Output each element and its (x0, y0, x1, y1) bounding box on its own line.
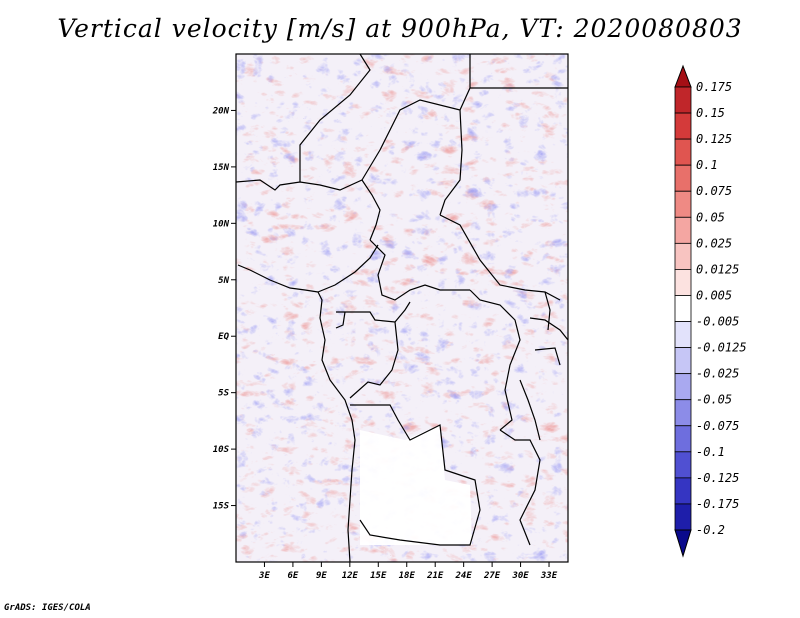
colorbar-segment (674, 503, 692, 531)
latitude-axis: 20N 15N 10N 5N EQ 5S 10S 15S (212, 106, 236, 512)
lon-tick-label: 27E (483, 571, 501, 581)
colorbar-label: 0.005 (696, 288, 732, 302)
colorbar-segment (674, 425, 692, 453)
lon-tick-label: 12E (342, 571, 359, 581)
colorbar-segment (674, 451, 692, 479)
lon-tick-label: 6E (287, 571, 298, 581)
colorbar-label: -0.025 (696, 367, 739, 381)
colorbar-cap-top (674, 64, 692, 88)
colorbar-segment (674, 321, 692, 348)
colorbar-segment (674, 242, 692, 270)
colorbar-label: -0.1 (696, 445, 725, 459)
colorbar-label: 0.15 (696, 106, 725, 120)
lat-tick-label: 15N (213, 163, 230, 173)
colorbar-segment (674, 138, 692, 166)
colorbar-label: 0.025 (696, 236, 732, 250)
lon-tick-label: 3E (258, 571, 270, 581)
colorbar-label: -0.2 (696, 523, 725, 537)
colorbar-cap-bottom (674, 529, 692, 558)
colorbar-segment (674, 86, 692, 114)
colorbar-label: -0.0125 (696, 341, 747, 355)
lat-tick-label: 5S (218, 389, 229, 399)
colorbar-segment (674, 295, 692, 322)
lat-tick-label: EQ (218, 332, 229, 342)
colorbar-label: -0.125 (696, 471, 739, 485)
velocity-field (236, 54, 568, 562)
lon-tick-label: 24E (455, 571, 473, 581)
colorbar-segment (674, 477, 692, 505)
lon-tick-label: 30E (511, 571, 529, 581)
map-frame (235, 53, 569, 563)
lat-tick-label: 20N (212, 106, 230, 116)
colorbar-label: 0.175 (696, 80, 732, 94)
lon-tick-label: 9E (316, 571, 327, 581)
map-title: Vertical velocity [m/s] at 900hPa, VT: 2… (57, 14, 743, 43)
colorbar-label: 0.1 (696, 158, 718, 172)
lat-tick-label: 15S (213, 502, 230, 512)
colorbar: 0.175 0.15 0.125 0.1 0.075 0.05 0.025 0.0125 0.0… (674, 64, 747, 558)
colorbar-segment (674, 347, 692, 375)
lon-tick-label: 15E (370, 571, 387, 581)
lon-tick-label: 21E (426, 571, 444, 581)
colorbar-label: 0.075 (696, 184, 732, 198)
colorbar-segment (674, 112, 692, 140)
lon-tick-label: 33E (540, 571, 558, 581)
lat-tick-label: 5N (218, 276, 229, 286)
colorbar-label: 0.125 (696, 132, 732, 146)
longitude-axis: 3E 6E 9E 12E 15E 18E 21E 24E 27E 30E 33E (258, 562, 558, 581)
grads-credit: GrADS: IGES/COLA (4, 603, 91, 613)
colorbar-label: 0.0125 (696, 262, 739, 276)
colorbar-label: -0.175 (696, 497, 739, 511)
lat-tick-label: 10S (213, 445, 230, 455)
colorbar-label: -0.005 (696, 315, 739, 329)
lat-tick-label: 10N (213, 219, 230, 229)
colorbar-segment (674, 399, 692, 427)
country-borders (236, 54, 568, 562)
colorbar-segment (674, 164, 692, 192)
colorbar-segment (674, 216, 692, 244)
lon-tick-label: 18E (399, 571, 416, 581)
colorbar-label: -0.05 (696, 393, 732, 407)
colorbar-segment (674, 190, 692, 218)
colorbar-label: -0.075 (696, 419, 739, 433)
colorbar-segment (674, 269, 692, 296)
colorbar-segment (674, 373, 692, 401)
colorbar-label: 0.05 (696, 210, 725, 224)
